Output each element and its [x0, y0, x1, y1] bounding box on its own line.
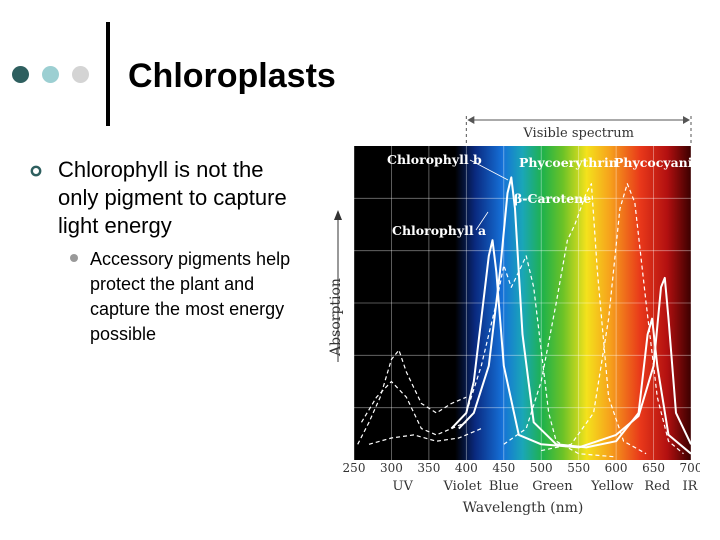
x-axis-label: Wavelength (nm)	[463, 500, 584, 516]
decorative-dots	[12, 66, 102, 84]
region-label: Green	[532, 479, 573, 494]
dot-mid	[42, 66, 59, 83]
band-arrow-right	[683, 116, 690, 124]
series-line-chlorophyll-b	[458, 176, 692, 455]
band-label: Visible spectrum	[522, 126, 634, 141]
x-tick-label: 250	[343, 461, 366, 475]
band-arrow-left	[467, 116, 475, 124]
region-label: IR	[683, 479, 699, 494]
x-tick-label: 300	[380, 461, 403, 475]
sub-bullet-icon	[70, 254, 78, 262]
series-curves	[357, 176, 692, 458]
ring-bullet-icon	[30, 165, 42, 177]
dot-dark	[12, 66, 29, 83]
region-label: Violet	[442, 479, 482, 494]
x-tick-label: 450	[492, 461, 515, 475]
series-label-chlorophyll-a: Chlorophyll a	[392, 223, 486, 238]
title-divider	[106, 22, 110, 126]
bullet-sub: Accessory pigments help protect the plan…	[90, 249, 291, 344]
plot-grid	[353, 146, 692, 460]
x-tick-label: 400	[455, 461, 478, 475]
visible-spectrum-band: Visible spectrum	[465, 116, 692, 146]
y-axis-arrow	[334, 210, 342, 362]
series-label-phycocyanin: Phycocyanin	[614, 155, 700, 170]
slide-title: Chloroplasts	[128, 57, 336, 95]
series-line-unlabeled-5	[357, 349, 467, 445]
series-line-chlorophyll-a	[450, 239, 692, 449]
series-label-phycoerythrin: Phycoerythrin	[519, 155, 618, 170]
series-labels: Chlorophyll a Chlorophyll b β-Carotene Phyc…	[387, 152, 700, 238]
region-label: Blue	[489, 479, 519, 494]
region-label: Yellow	[590, 479, 633, 494]
x-tick-label: 650	[642, 461, 665, 475]
series-label--carotene: β-Carotene	[514, 191, 591, 206]
label-leader	[475, 211, 489, 231]
region-labels: UV Violet Blue Green Yellow Red IR	[392, 479, 698, 494]
series-line-unlabeled-7	[368, 428, 482, 445]
x-tick-label: 550	[567, 461, 590, 475]
dot-light	[72, 66, 89, 83]
x-tick-label: 500	[530, 461, 553, 475]
label-leader	[469, 159, 509, 181]
series-line--carotene	[465, 255, 617, 458]
absorption-spectrum-chart: Chlorophyll a Chlorophyll b β-Carotene Phyc…	[328, 116, 700, 516]
region-label: Red	[644, 479, 670, 494]
x-tick-label: 600	[605, 461, 628, 475]
x-tick-label: 350	[417, 461, 440, 475]
y-axis-label: Absorption	[328, 278, 344, 357]
x-tick-label: 700	[680, 461, 700, 475]
region-label: UV	[392, 479, 413, 494]
bullet-main: Chlorophyll is not the only pigment to c…	[58, 157, 287, 238]
plot-background	[354, 146, 691, 460]
series-label-chlorophyll-b: Chlorophyll b	[387, 152, 482, 167]
series-line-phycoerythrin	[503, 183, 647, 455]
series-line-phycocyanin	[541, 183, 684, 455]
x-tick-labels: 250 300 350 400 450 500 550 600 650 700	[343, 461, 700, 475]
